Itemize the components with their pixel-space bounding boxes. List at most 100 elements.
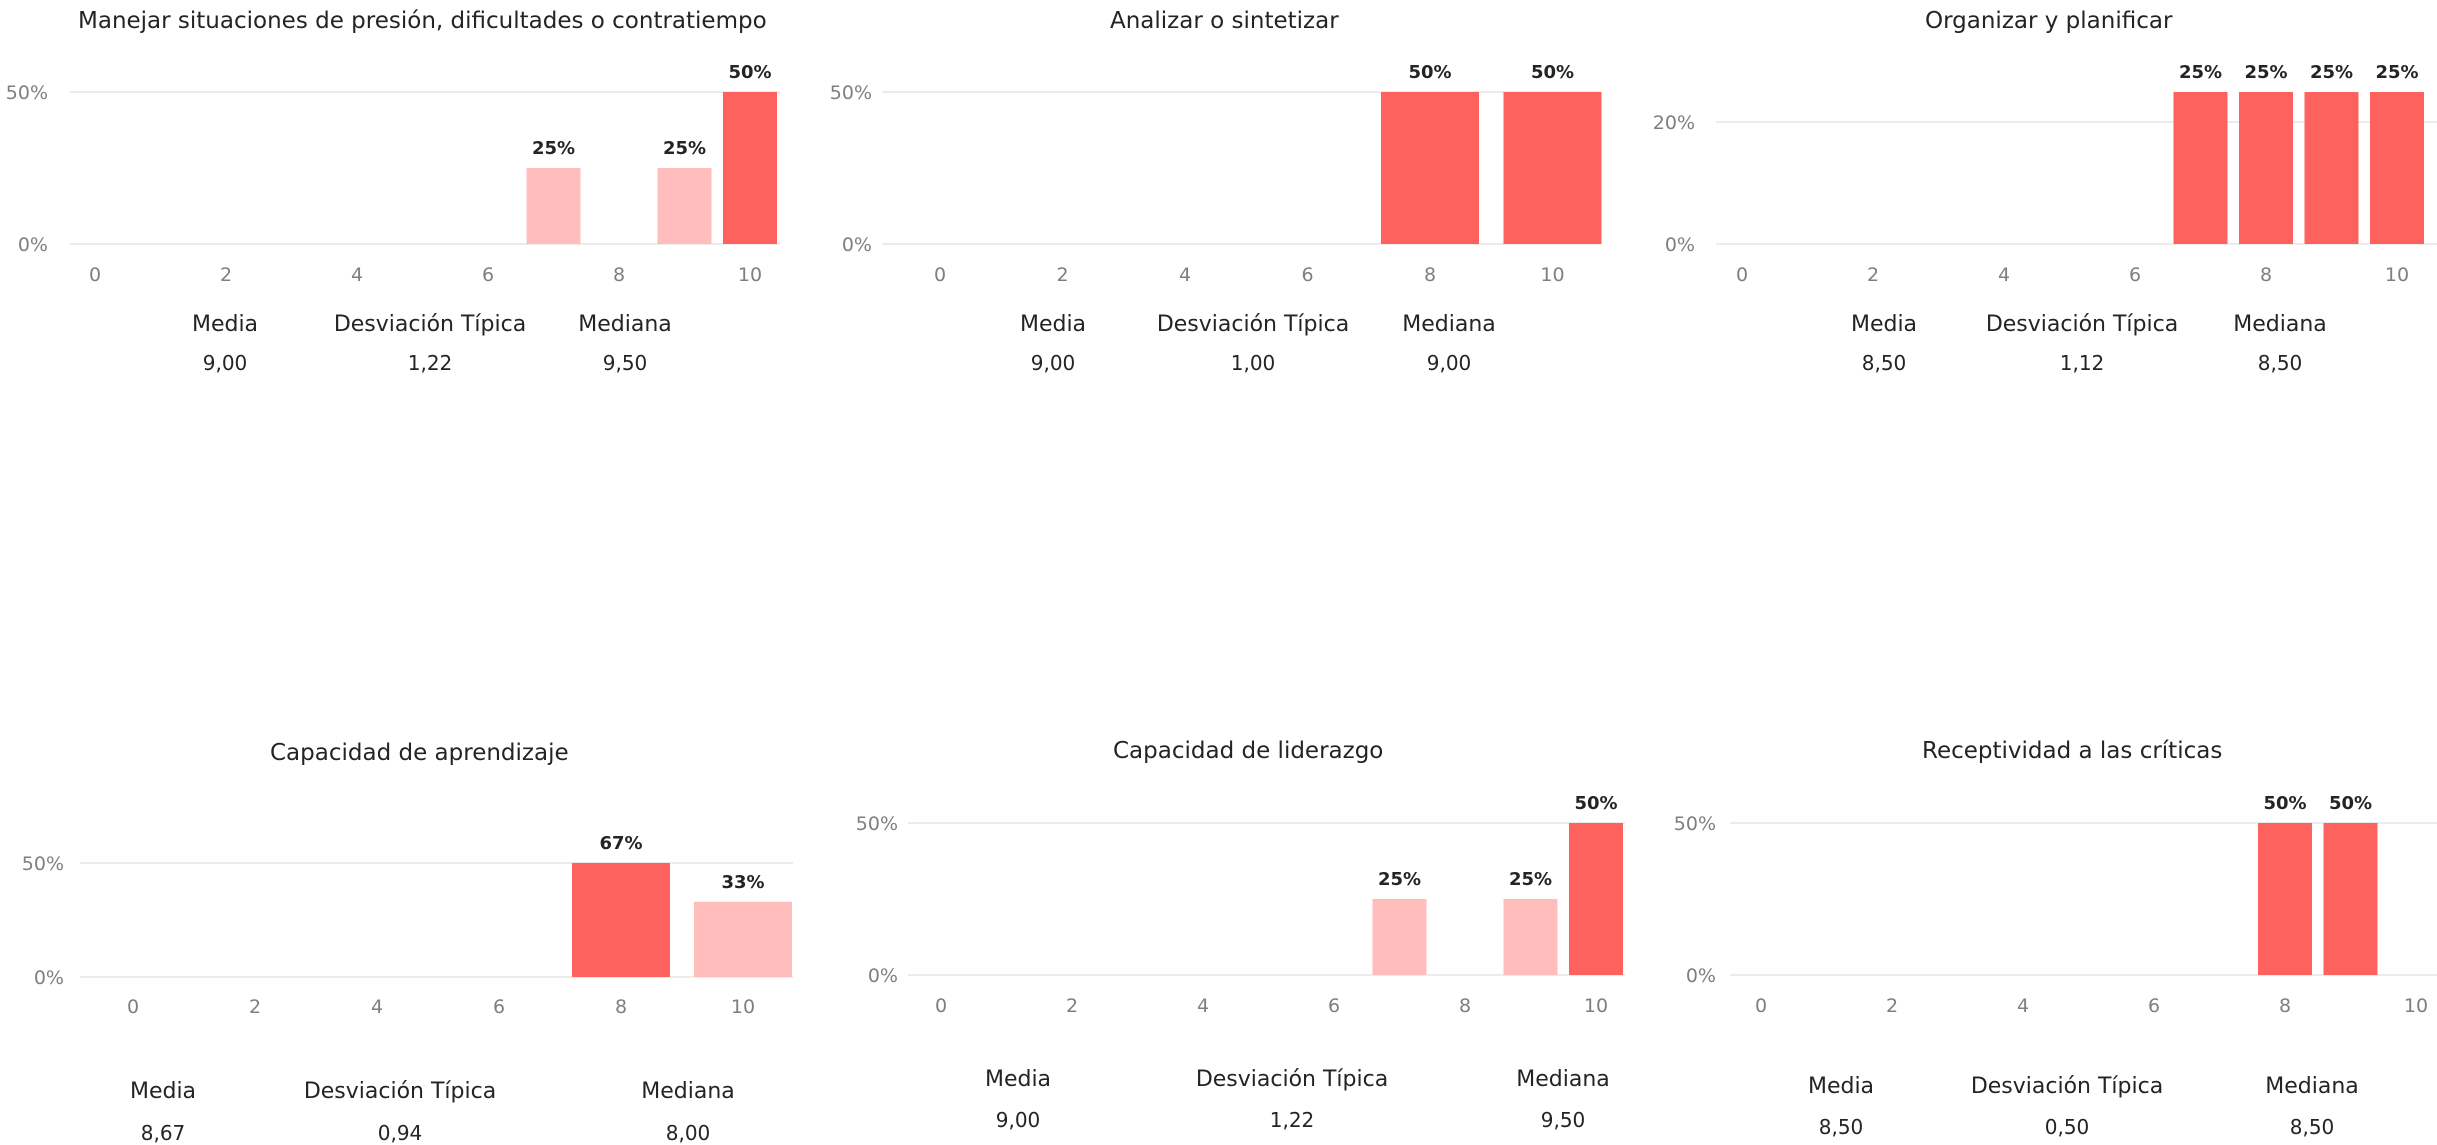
- x-tick-label: 8: [615, 996, 627, 1018]
- data-label: 25%: [1378, 869, 1421, 890]
- y-tick-label: 0%: [868, 965, 898, 987]
- chart-title: Organizar y planificar: [1925, 8, 2173, 34]
- x-tick-label: 4: [1998, 264, 2010, 286]
- bar: [1503, 899, 1558, 975]
- x-tick-label: 2: [1056, 264, 1068, 286]
- stat-value-median: 9,50: [1540, 1108, 1586, 1132]
- stat-value-std: 1,22: [407, 351, 453, 375]
- chart-title: Manejar situaciones de presión, dificult…: [78, 8, 767, 34]
- data-label: 25%: [2310, 62, 2353, 83]
- x-tick-label: 0: [935, 995, 947, 1017]
- bar: [1569, 823, 1623, 975]
- x-tick-label: 10: [1584, 995, 1608, 1017]
- bar: [723, 92, 777, 244]
- x-tick-label: 2: [1066, 995, 1078, 1017]
- x-tick-label: 10: [2385, 264, 2409, 286]
- y-tick-label: 0%: [1686, 965, 1716, 987]
- stat-label-mean: Media: [1850, 312, 1918, 337]
- data-label: 25%: [1509, 869, 1552, 890]
- bar: [1372, 899, 1427, 975]
- stat-value-median: 8,50: [2257, 351, 2303, 375]
- data-label: 25%: [532, 138, 575, 159]
- bar: [2258, 823, 2312, 975]
- y-tick-label: 50%: [856, 813, 898, 835]
- y-tick-label: 0%: [1665, 234, 1695, 256]
- x-tick-label: 4: [1197, 995, 1209, 1017]
- stat-label-mean: Media: [1019, 312, 1087, 337]
- chart-title: Capacidad de liderazgo: [1113, 738, 1384, 764]
- x-tick-label: 10: [1540, 264, 1564, 286]
- y-tick-label: 0%: [34, 967, 64, 989]
- data-label: 50%: [2329, 793, 2372, 814]
- x-tick-label: 2: [249, 996, 261, 1018]
- stat-label-mean: Media: [984, 1067, 1052, 1092]
- x-tick-label: 4: [1179, 264, 1191, 286]
- stat-label-std: Desviación Típica: [1156, 312, 1350, 337]
- stat-value-std: 0,50: [2044, 1115, 2090, 1139]
- stat-value-median: 8,50: [2289, 1115, 2335, 1139]
- data-label: 50%: [2263, 793, 2306, 814]
- x-tick-label: 2: [220, 264, 232, 286]
- bar: [2173, 92, 2228, 244]
- data-label: 50%: [1531, 62, 1574, 83]
- stat-label-median: Mediana: [1516, 1067, 1610, 1092]
- x-tick-label: 4: [351, 264, 363, 286]
- stat-value-mean: 8,50: [1818, 1115, 1864, 1139]
- stat-label-median: Mediana: [578, 312, 672, 337]
- stat-label-median: Mediana: [1402, 312, 1496, 337]
- y-tick-label: 0%: [18, 234, 48, 256]
- x-tick-label: 0: [1736, 264, 1748, 286]
- x-tick-label: 6: [2148, 995, 2160, 1017]
- y-tick-label: 50%: [22, 853, 64, 875]
- x-tick-label: 8: [1459, 995, 1471, 1017]
- x-tick-label: 4: [371, 996, 383, 1018]
- chart-title: Capacidad de aprendizaje: [270, 740, 569, 766]
- bar: [2239, 92, 2293, 244]
- stat-label-std: Desviación Típica: [333, 312, 527, 337]
- stat-label-mean: Media: [129, 1079, 197, 1104]
- x-tick-label: 10: [2404, 995, 2428, 1017]
- stat-value-mean: 9,00: [202, 351, 248, 375]
- chart-title: Analizar o sintetizar: [1110, 8, 1339, 34]
- x-tick-label: 8: [2279, 995, 2291, 1017]
- y-tick-label: 50%: [6, 82, 48, 104]
- data-label: 25%: [663, 138, 706, 159]
- stat-value-std: 1,22: [1269, 1108, 1315, 1132]
- x-tick-label: 6: [1328, 995, 1340, 1017]
- x-tick-label: 10: [738, 264, 762, 286]
- data-label: 67%: [599, 833, 642, 854]
- bar: [1381, 92, 1479, 244]
- stat-value-mean: 8,67: [140, 1121, 186, 1145]
- y-tick-label: 20%: [1653, 112, 1695, 134]
- stat-label-mean: Media: [1807, 1074, 1875, 1099]
- bar: [1503, 92, 1602, 244]
- stat-label-median: Mediana: [2233, 312, 2327, 337]
- stat-label-std: Desviación Típica: [303, 1079, 497, 1104]
- data-label: 25%: [2375, 62, 2418, 83]
- y-tick-label: 50%: [1674, 813, 1716, 835]
- x-tick-label: 6: [482, 264, 494, 286]
- data-label: 50%: [1408, 62, 1451, 83]
- stat-value-mean: 9,00: [1030, 351, 1076, 375]
- x-tick-label: 6: [2129, 264, 2141, 286]
- chart-title: Receptividad a las críticas: [1922, 738, 2223, 764]
- stat-value-std: 1,00: [1230, 351, 1276, 375]
- stat-label-std: Desviación Típica: [1195, 1067, 1389, 1092]
- data-label: 25%: [2244, 62, 2287, 83]
- x-tick-label: 8: [2260, 264, 2272, 286]
- x-tick-label: 0: [1755, 995, 1767, 1017]
- bar: [2370, 92, 2424, 244]
- x-tick-label: 2: [1867, 264, 1879, 286]
- stat-label-median: Mediana: [2265, 1074, 2359, 1099]
- data-label: 50%: [1574, 793, 1617, 814]
- x-tick-label: 8: [613, 264, 625, 286]
- bar: [572, 863, 670, 977]
- data-label: 50%: [728, 62, 771, 83]
- bar: [694, 901, 792, 977]
